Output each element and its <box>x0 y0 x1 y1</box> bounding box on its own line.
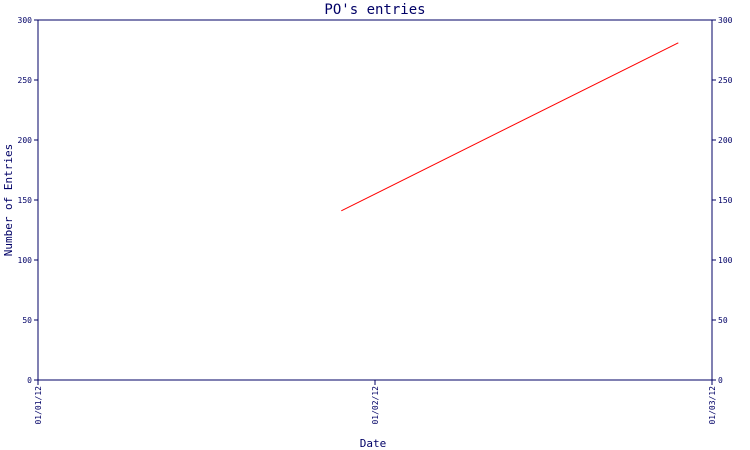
x-axis-title: Date <box>360 437 387 450</box>
x-tick-label: 01/03/12 <box>708 386 717 425</box>
x-axis: 01/01/12 01/02/12 01/03/12 <box>34 380 717 425</box>
plot-frame <box>37 19 713 381</box>
y-tick-label-right: 300 <box>718 16 733 25</box>
y-tick-label-right: 0 <box>718 376 723 385</box>
plot-area <box>37 19 713 381</box>
y-tick-label-right: 200 <box>718 136 733 145</box>
y-tick-label-left: 50 <box>22 316 32 325</box>
y-tick-label-right: 50 <box>718 316 728 325</box>
y-tick-label-left: 300 <box>18 16 33 25</box>
y-axis-right: 0 50 100 150 200 250 300 <box>712 16 733 385</box>
y-tick-label-right: 100 <box>718 256 733 265</box>
y-tick-label-right: 150 <box>718 196 733 205</box>
y-axis-title: Number of Entries <box>2 144 15 257</box>
y-tick-label-left: 0 <box>27 376 32 385</box>
y-tick-label-left: 200 <box>18 136 33 145</box>
x-tick-label: 01/01/12 <box>34 386 43 425</box>
chart-title: PO's entries <box>324 2 425 18</box>
y-axis-left: 0 50 100 150 200 250 300 <box>18 16 38 385</box>
x-tick-label: 01/02/12 <box>371 386 380 425</box>
y-tick-label-left: 250 <box>18 76 33 85</box>
y-tick-label-left: 100 <box>18 256 33 265</box>
y-tick-label-right: 250 <box>718 76 733 85</box>
y-tick-label-left: 150 <box>18 196 33 205</box>
series-line <box>341 42 679 212</box>
series-group <box>341 42 679 212</box>
